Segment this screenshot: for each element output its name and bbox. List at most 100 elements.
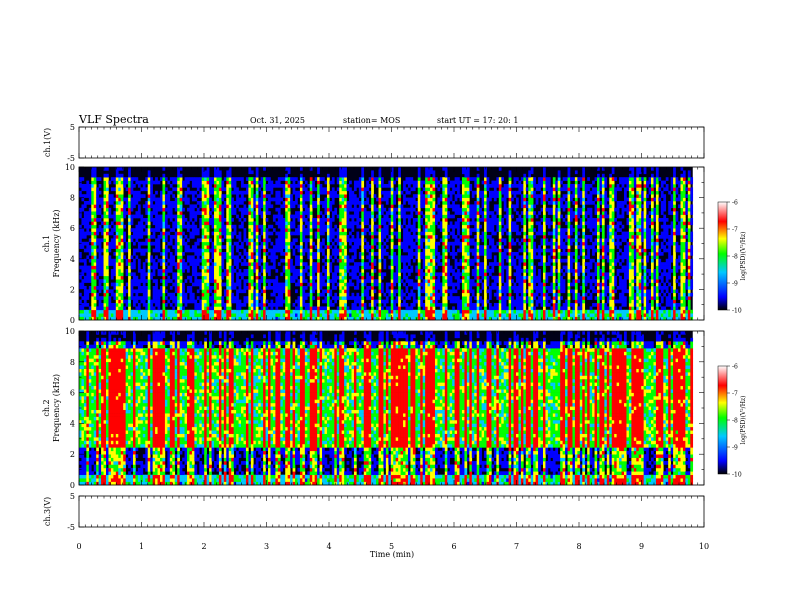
- ch1-spectrogram-cell: [266, 286, 269, 290]
- ch1-spectrogram-cell: [430, 245, 433, 249]
- ch1-spectrogram-cell: [118, 306, 121, 310]
- ch1-spectrogram-cell: [329, 300, 332, 304]
- ch1-spectrogram-cell: [96, 259, 99, 263]
- ch1-spectrogram-cell: [327, 215, 330, 219]
- ch1-spectrogram-cell: [356, 300, 359, 304]
- ch1-spectrogram-cell: [185, 296, 188, 300]
- ch1-spectrogram-cell: [91, 211, 94, 215]
- ch1-spectrogram-cell: [320, 211, 323, 215]
- ch1-spectrogram-cell: [160, 293, 163, 297]
- ch1-spectrogram-cell: [226, 296, 229, 300]
- ch1-spectrogram-cell: [209, 296, 212, 300]
- ch1-spectrogram-cell: [352, 293, 355, 297]
- ch1-spectrogram-cell: [158, 289, 161, 293]
- ch1-spectrogram-cell: [104, 201, 107, 205]
- ch1-spectrogram-cell: [229, 191, 232, 195]
- ch1-spectrogram-cell: [278, 221, 281, 225]
- ch1-spectrogram-cell: [133, 201, 136, 205]
- ch1-spectrogram-cell: [116, 269, 119, 273]
- ch1-spectrogram-cell: [106, 225, 109, 229]
- ch1-spectrogram-cell: [273, 286, 276, 290]
- ch1-spectrogram-cell: [300, 313, 303, 317]
- ch1-spectrogram-cell: [246, 269, 249, 273]
- ch1-spectrogram-cell: [172, 228, 175, 232]
- ch1-spectrogram-cell: [150, 228, 153, 232]
- ch1-spectrogram-cell: [347, 255, 350, 259]
- ch1-spectrogram-cell: [133, 194, 136, 198]
- ch1-spectrogram-cell: [361, 191, 364, 195]
- ch1-spectrogram-cell: [352, 215, 355, 219]
- ch1-spectrogram-cell: [167, 215, 170, 219]
- ch1-spectrogram-cell: [344, 232, 347, 236]
- ch1-spectrogram-cell: [94, 269, 97, 273]
- ch1-spectrogram-cell: [229, 204, 232, 208]
- ch1-spectrogram-cell: [229, 306, 232, 310]
- ch1-spectrogram-cell: [81, 198, 84, 202]
- ch1-spectrogram-cell: [84, 211, 87, 215]
- ch1-spectrogram-cell: [155, 286, 158, 290]
- ch1-spectrogram-cell: [231, 191, 234, 195]
- ch1-spectrogram-cell: [320, 225, 323, 229]
- ch1-spectrogram-cell: [352, 303, 355, 307]
- ch1-spectrogram-cell: [406, 276, 409, 280]
- ch1-spectrogram-cell: [128, 286, 131, 290]
- ch1-spectrogram-cell: [325, 289, 328, 293]
- ch1-spectrogram-cell: [197, 194, 200, 198]
- ch1-spectrogram-cell: [216, 293, 219, 297]
- ch1-spectrogram-cell: [295, 289, 298, 293]
- ch1-spectrogram-cell: [278, 177, 281, 181]
- ch1-spectrogram-cell: [241, 184, 244, 188]
- ch1-spectrogram-cell: [359, 194, 362, 198]
- ch1-spectrogram-cell: [403, 201, 406, 205]
- ch1-spectrogram-cell: [212, 191, 215, 195]
- ch1-spectrogram-cell: [327, 252, 330, 256]
- ch1-spectrogram-cell: [140, 252, 143, 256]
- ch1-spectrogram-cell: [320, 279, 323, 283]
- ch1-spectrogram-cell: [268, 238, 271, 242]
- ch1-spectrogram-cell: [162, 181, 165, 185]
- ch1-spectrogram-cell: [226, 303, 229, 307]
- ch1-spectrogram-cell: [300, 167, 303, 171]
- ch1-spectrogram-cell: [290, 266, 293, 270]
- ch1-spectrogram-cell: [108, 198, 111, 202]
- ch1-spectrogram-cell: [153, 221, 156, 225]
- ch1-spectrogram-cell: [371, 249, 374, 253]
- ch1-spectrogram-cell: [148, 204, 151, 208]
- ch1-spectrogram-cell: [293, 266, 296, 270]
- ch1-spectrogram-cell: [366, 296, 369, 300]
- ch1-spectrogram-cell: [214, 225, 217, 229]
- ch1-spectrogram-cell: [401, 245, 404, 249]
- ch1-spectrogram-cell: [221, 296, 224, 300]
- ch1-spectrogram-cell: [106, 218, 109, 222]
- ch1-spectrogram-cell: [379, 303, 382, 307]
- ch1-spectrogram-cell: [263, 238, 266, 242]
- ch1-spectrogram-cell: [298, 194, 301, 198]
- ch1-spectrogram-cell: [447, 283, 450, 287]
- ch1-spectrogram-cell: [305, 249, 308, 253]
- ch1-spectrogram-cell: [430, 310, 433, 314]
- ch1-spectrogram-cell: [440, 262, 443, 266]
- ch1-spectrogram-cell: [342, 191, 345, 195]
- ch1-spectrogram-cell: [440, 238, 443, 242]
- ch1-spectrogram-cell: [410, 225, 413, 229]
- ch1-spectrogram-cell: [266, 184, 269, 188]
- ch1-spectrogram-cell: [94, 198, 97, 202]
- ch1-spectrogram-cell: [369, 313, 372, 317]
- ch1-spectrogram-cell: [133, 249, 136, 253]
- ch1-spectrogram-cell: [104, 235, 107, 239]
- ch1-spectrogram-cell: [261, 279, 264, 283]
- ch1-spectrogram-cell: [182, 225, 185, 229]
- ch1-spectrogram-cell: [121, 191, 124, 195]
- ch1-spectrogram-cell: [379, 286, 382, 290]
- ch1-spectrogram-cell: [148, 221, 151, 225]
- ch1-spectrogram-cell: [185, 218, 188, 222]
- ch1-spectrogram-cell: [428, 276, 431, 280]
- ch1-spectrogram-cell: [337, 177, 340, 181]
- ch1-spectrogram-cell: [315, 245, 318, 249]
- ch1-spectrogram-cell: [256, 170, 259, 174]
- ch1-spectrogram-cell: [359, 177, 362, 181]
- ch1-spectrogram-cell: [310, 266, 313, 270]
- ch1-spectrogram-cell: [342, 293, 345, 297]
- ch1-spectrogram-cell: [300, 306, 303, 310]
- ch1-spectrogram-cell: [148, 198, 151, 202]
